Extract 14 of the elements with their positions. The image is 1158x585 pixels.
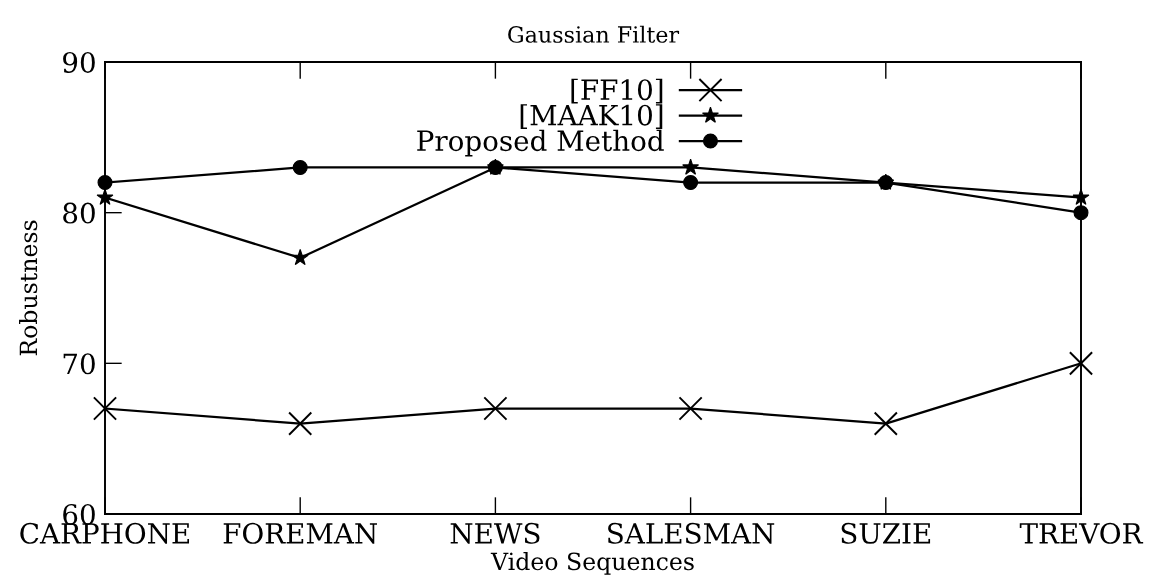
legend-label: [FF10]	[571, 78, 663, 104]
x-tick-label: FOREMAN	[223, 522, 377, 544]
legend-label: [MAAK10]	[520, 104, 663, 129]
x-axis-title: Video Sequences	[490, 551, 694, 575]
legend-label: Proposed Method	[417, 129, 664, 157]
x-tick-label: SALESMAN	[608, 522, 775, 544]
y-axis-title: Robustness	[19, 220, 38, 356]
x-tick-label: TREVOR	[1019, 522, 1144, 544]
y-tick-label: 90	[63, 51, 95, 73]
y-tick-label: 70	[63, 353, 95, 375]
x-tick-label: NEWS	[450, 522, 540, 544]
x-tick-label: SUZIE	[841, 522, 931, 544]
chart-title: Gaussian Filter	[508, 25, 680, 43]
y-tick-label: 80	[63, 202, 95, 224]
